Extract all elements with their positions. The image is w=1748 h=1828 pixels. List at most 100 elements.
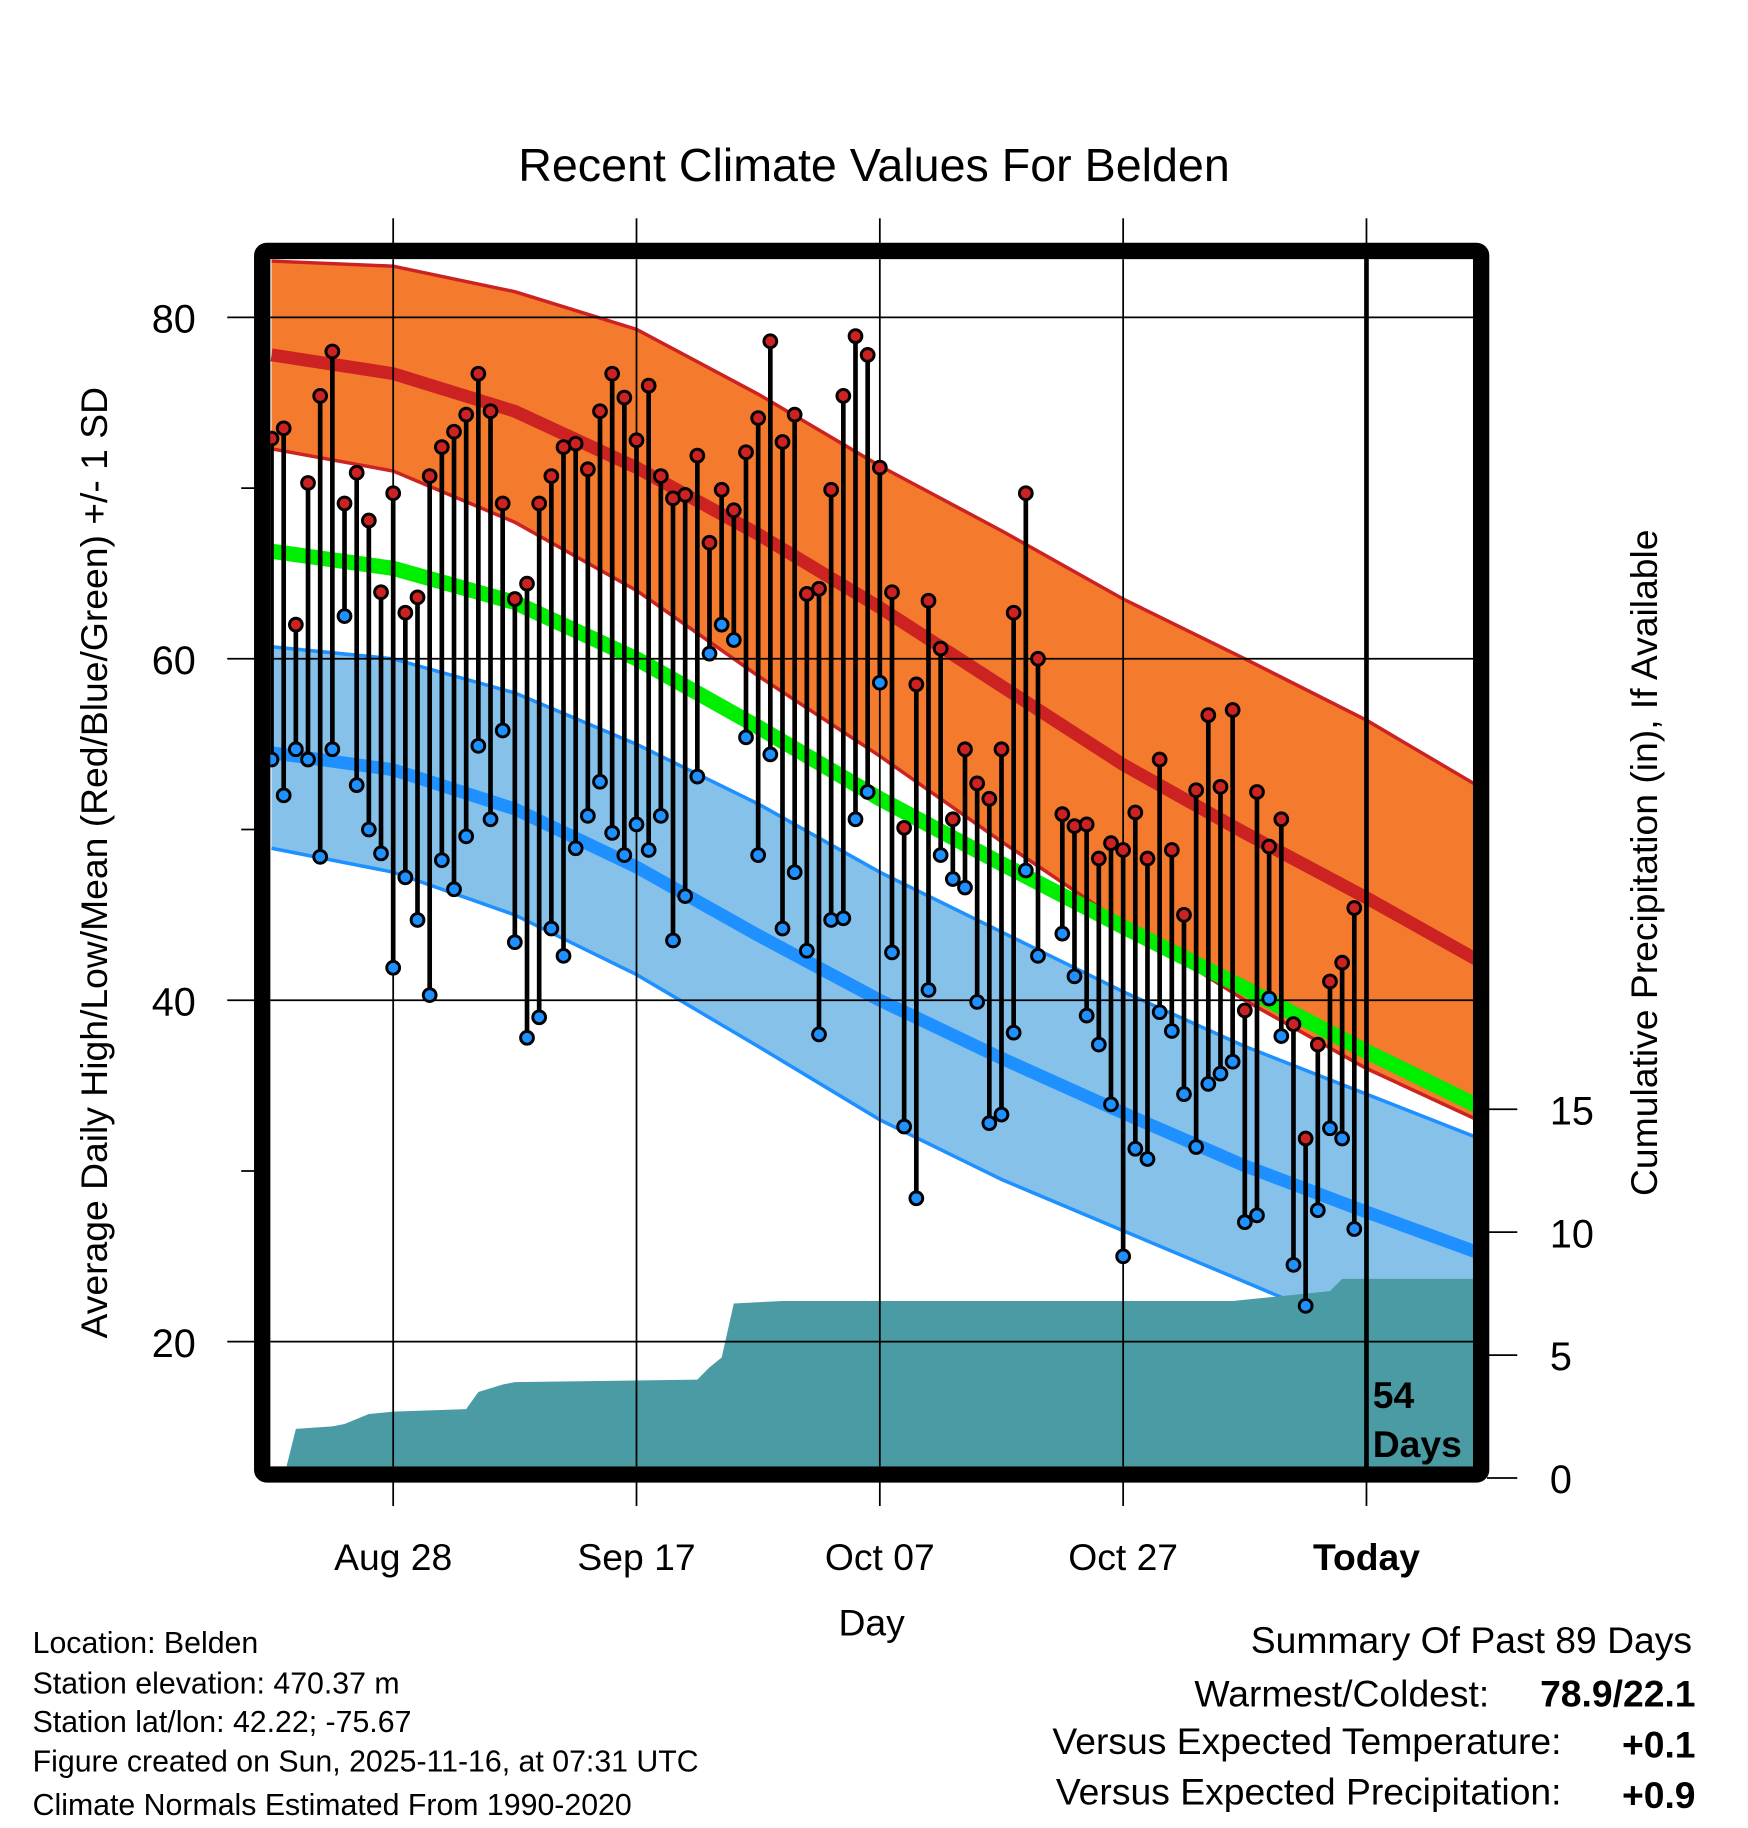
daily-high-point [689, 447, 706, 464]
y-tick-label: 40 [152, 980, 196, 1024]
daily-high-point [270, 430, 280, 447]
daily-low-point [677, 888, 694, 904]
daily-low-point [1054, 925, 1071, 942]
daily-high-point [847, 328, 864, 344]
daily-high-point [421, 468, 438, 484]
daily-low-point [1261, 990, 1278, 1007]
daily-high-point [1066, 818, 1083, 834]
daily-high-point [896, 819, 913, 836]
daily-low-point [1285, 1256, 1302, 1273]
daily-low-point [1200, 1076, 1217, 1092]
daily-low-point [543, 920, 560, 937]
daily-high-point [640, 377, 657, 394]
daily-high-point [677, 487, 694, 503]
daily-high-point [519, 575, 535, 592]
warm-cold-label: Warmest/Coldest: [1194, 1672, 1489, 1714]
daily-high-point [859, 347, 876, 363]
daily-high-point [957, 741, 973, 758]
station-info: Location: Belden Station elevation: 470.… [33, 1627, 699, 1822]
daily-low-point [1334, 1130, 1351, 1147]
info-normals: Climate Normals Estimated From 1990-2020 [33, 1789, 632, 1822]
daily-low-point [1176, 1086, 1192, 1102]
y2-tick-label: 5 [1550, 1335, 1572, 1379]
daily-low-point [446, 881, 462, 898]
daily-high-point [823, 481, 840, 498]
daily-high-point [835, 388, 852, 404]
y-tick-label: 80 [152, 297, 196, 341]
temp-departure-value: +0.1 [1622, 1724, 1696, 1766]
daily-low-point [531, 1009, 548, 1026]
daily-low-point [348, 777, 365, 793]
daily-high-point [616, 389, 633, 406]
daily-high-point [725, 502, 742, 519]
daily-low-point [336, 608, 353, 624]
daily-low-point [932, 847, 949, 863]
daily-high-point [348, 464, 365, 481]
daily-low-point [1005, 1024, 1022, 1041]
daily-low-point [579, 807, 596, 824]
daily-high-point [409, 589, 426, 606]
daily-high-point [1090, 850, 1107, 867]
today-annotation-unit: Days [1373, 1423, 1462, 1465]
daily-low-point [270, 751, 280, 768]
precip-departure-value: +0.9 [1622, 1774, 1696, 1816]
daily-high-point [1224, 702, 1241, 718]
daily-high-point [920, 592, 937, 609]
daily-high-point [1054, 806, 1071, 823]
daily-low-point [494, 722, 511, 739]
x-axis-label: Day [839, 1601, 906, 1643]
daily-low-point [1066, 968, 1083, 985]
y2-tick-label: 0 [1550, 1458, 1572, 1502]
daily-low-point [774, 920, 791, 937]
daily-low-point [920, 982, 937, 998]
daily-high-point [908, 676, 925, 693]
axis-ticks: 80 60 40 20 0 5 10 15 Aug 28 Sep 17 Oct 07 Oct 27 To… [152, 297, 1594, 1578]
daily-high-point [531, 495, 548, 512]
daily-high-point [1030, 650, 1046, 667]
daily-high-point [446, 423, 462, 440]
daily-high-point [470, 365, 487, 382]
daily-low-point [993, 1106, 1010, 1123]
y2-axis-label: Cumulative Precipitation (in), If Availa… [1623, 529, 1665, 1196]
daily-high-point [336, 495, 353, 512]
x-tick-label: Today [1313, 1536, 1420, 1578]
daily-low-point [738, 729, 754, 746]
daily-high-point [287, 616, 304, 633]
daily-high-point [1103, 835, 1119, 852]
daily-low-point [1163, 1023, 1180, 1039]
daily-low-point [482, 811, 499, 828]
daily-high-point [1261, 838, 1278, 855]
daily-high-point [506, 591, 523, 607]
daily-low-point [835, 910, 852, 927]
daily-high-point [1334, 954, 1351, 971]
daily-high-point [1297, 1130, 1314, 1147]
daily-high-point [871, 459, 888, 476]
x-tick-label: Aug 28 [334, 1536, 452, 1578]
daily-low-point [847, 811, 864, 828]
daily-low-point [616, 847, 633, 863]
daily-high-point [567, 435, 584, 452]
daily-low-point [1090, 1036, 1107, 1053]
daily-low-point [1017, 862, 1034, 879]
cumulative-precip-area [286, 1278, 1477, 1467]
daily-low-point [324, 741, 341, 758]
info-location: Location: Belden [33, 1627, 259, 1660]
daily-low-point [896, 1118, 913, 1135]
daily-low-point [373, 845, 389, 862]
daily-low-point [1212, 1065, 1229, 1082]
daily-high-point [1285, 1016, 1302, 1033]
daily-high-point [1200, 707, 1217, 723]
daily-high-point [713, 481, 730, 498]
daily-low-point [604, 825, 621, 841]
daily-low-point [823, 912, 840, 928]
daily-high-point [1115, 842, 1132, 858]
precip-area [286, 1278, 1477, 1467]
precip-departure-label: Versus Expected Precipitation: [1056, 1770, 1562, 1812]
y-tick-label: 20 [152, 1322, 196, 1366]
daily-low-point [1188, 1139, 1205, 1155]
daily-low-point [519, 1029, 535, 1046]
y2-tick-label: 15 [1550, 1089, 1594, 1133]
daily-low-point [957, 879, 973, 896]
daily-high-point [1236, 1002, 1253, 1019]
